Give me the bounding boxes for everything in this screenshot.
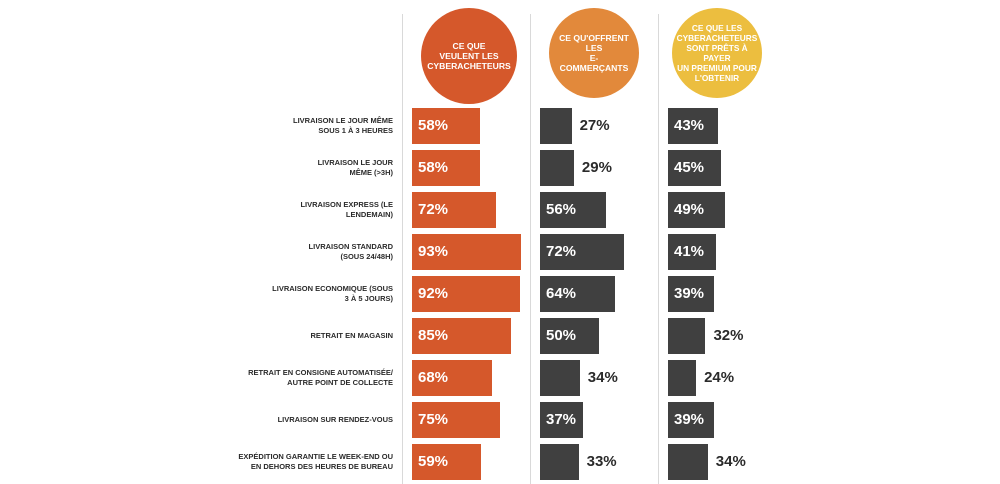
header-circle-wanted: CE QUE VEULENT LES CYBERACHETEURS bbox=[421, 8, 517, 104]
data-label-premium: 39% bbox=[674, 411, 705, 428]
category-label: LIVRAISON LE JOUR MÊME (>3H) bbox=[317, 158, 393, 177]
bar-offered bbox=[540, 444, 579, 480]
data-label-offered: 64% bbox=[546, 285, 577, 302]
bar-wanted bbox=[412, 276, 520, 312]
data-label-premium: 43% bbox=[674, 117, 705, 134]
category-label: LIVRAISON LE JOUR MÊME SOUS 1 À 3 HEURES bbox=[292, 116, 393, 135]
bar-wanted bbox=[412, 444, 482, 480]
data-label-wanted: 93% bbox=[418, 243, 449, 260]
data-label-wanted: 75% bbox=[418, 411, 449, 428]
data-label-premium: 49% bbox=[674, 201, 705, 218]
bar-offered bbox=[540, 318, 599, 354]
bar-premium bbox=[668, 318, 706, 354]
data-label-premium: 41% bbox=[674, 243, 705, 260]
data-label-offered: 56% bbox=[546, 201, 577, 218]
data-label-wanted: 68% bbox=[418, 369, 449, 386]
data-label-offered: 50% bbox=[546, 327, 577, 344]
data-label-premium: 34% bbox=[715, 453, 746, 470]
category-label: LIVRAISON STANDARD (SOUS 24/48H) bbox=[308, 242, 393, 261]
category-label: EXPÉDITION GARANTIE LE WEEK-END OU EN DE… bbox=[238, 452, 393, 471]
data-label-offered: 33% bbox=[586, 453, 617, 470]
data-label-premium: 45% bbox=[674, 159, 705, 176]
bar-offered bbox=[540, 108, 572, 144]
header-circle-offered: CE QU'OFFRENT LES E-COMMERÇANTS bbox=[549, 8, 639, 98]
bar-offered bbox=[540, 192, 606, 228]
category-label: RETRAIT EN MAGASIN bbox=[310, 331, 394, 340]
bar-offered bbox=[540, 402, 584, 438]
data-label-offered: 37% bbox=[546, 411, 577, 428]
bar-wanted bbox=[412, 234, 521, 270]
column-divider bbox=[658, 14, 659, 484]
data-label-premium: 24% bbox=[704, 369, 735, 386]
data-label-wanted: 92% bbox=[418, 285, 449, 302]
header-circle-premium: CE QUE LES CYBERACHETEURS SONT PRÊTS À P… bbox=[672, 8, 762, 98]
bar-premium bbox=[668, 360, 697, 396]
data-label-offered: 34% bbox=[587, 369, 618, 386]
category-label: RETRAIT EN CONSIGNE AUTOMATISÉE/ AUTRE P… bbox=[248, 368, 393, 387]
bar-offered bbox=[540, 360, 580, 396]
data-label-wanted: 58% bbox=[418, 159, 449, 176]
data-label-premium: 32% bbox=[713, 327, 744, 344]
bar-offered bbox=[540, 150, 574, 186]
data-label-wanted: 85% bbox=[418, 327, 449, 344]
category-label: LIVRAISON ECONOMIQUE (SOUS 3 À 5 JOURS) bbox=[272, 284, 393, 303]
data-label-wanted: 58% bbox=[418, 117, 449, 134]
bar-premium bbox=[668, 108, 719, 144]
data-label-offered: 72% bbox=[546, 243, 577, 260]
category-label: LIVRAISON EXPRESS (LE LENDEMAIN) bbox=[300, 200, 393, 219]
data-label-wanted: 59% bbox=[418, 453, 449, 470]
category-label: LIVRAISON SUR RENDEZ-VOUS bbox=[277, 415, 393, 424]
bar-premium bbox=[668, 444, 708, 480]
bar-premium bbox=[668, 150, 721, 186]
data-label-premium: 39% bbox=[674, 285, 705, 302]
bar-premium bbox=[668, 276, 714, 312]
column-divider bbox=[530, 14, 531, 484]
data-label-offered: 27% bbox=[579, 117, 610, 134]
bar-wanted bbox=[412, 402, 500, 438]
bar-wanted bbox=[412, 108, 480, 144]
bar-wanted bbox=[412, 192, 497, 228]
column-divider bbox=[402, 14, 403, 484]
bar-premium bbox=[668, 402, 714, 438]
bar-premium bbox=[668, 192, 726, 228]
bar-wanted bbox=[412, 150, 480, 186]
bar-wanted bbox=[412, 318, 512, 354]
bar-offered bbox=[540, 276, 615, 312]
data-label-offered: 29% bbox=[581, 159, 612, 176]
bar-offered bbox=[540, 234, 625, 270]
bar-wanted bbox=[412, 360, 492, 396]
data-label-wanted: 72% bbox=[418, 201, 449, 218]
bar-premium bbox=[668, 234, 716, 270]
